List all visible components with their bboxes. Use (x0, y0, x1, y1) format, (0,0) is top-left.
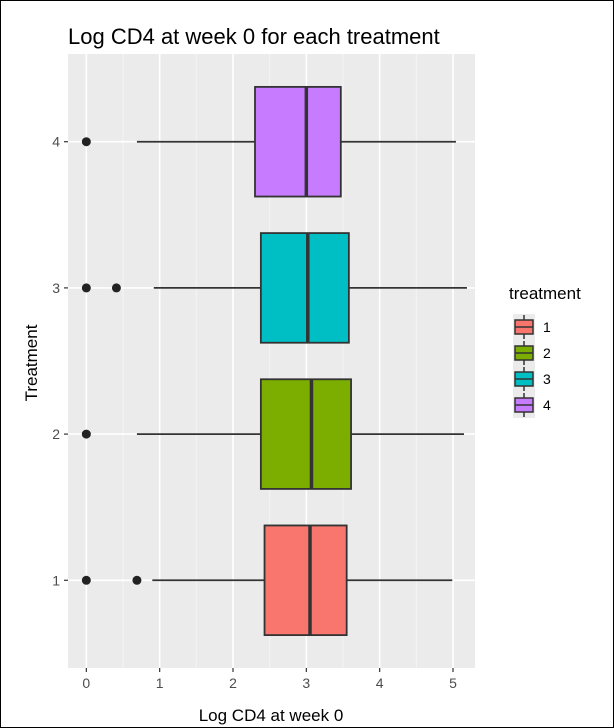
legend-label: 2 (543, 345, 551, 361)
chart-title: Log CD4 at week 0 for each treatment (68, 24, 440, 49)
legend-title: treatment (509, 284, 581, 303)
box (259, 378, 352, 490)
y-tick-label: 3 (52, 280, 60, 296)
box (254, 85, 342, 198)
x-tick-label: 0 (82, 675, 90, 691)
outlier-point (81, 283, 91, 293)
x-axis: 0 1 2 3 4 5 (82, 668, 457, 691)
y-tick-label: 1 (52, 572, 60, 588)
x-tick-label: 4 (376, 675, 384, 691)
legend-item-3: 3 (513, 366, 551, 392)
x-tick-label: 3 (302, 675, 310, 691)
y-tick-label: 2 (52, 426, 60, 442)
x-tick-label: 5 (449, 675, 457, 691)
y-axis-label: Treatment (22, 324, 41, 401)
x-tick-label: 2 (229, 675, 237, 691)
legend-item-1: 1 (513, 314, 551, 340)
outlier-point (81, 575, 91, 585)
legend-label: 3 (543, 371, 551, 387)
y-tick-label: 4 (52, 134, 60, 150)
legend-item-4: 4 (513, 392, 551, 418)
x-axis-label: Log CD4 at week 0 (199, 706, 344, 725)
box-group-3 (81, 232, 467, 344)
box (263, 524, 348, 637)
box-layer (81, 85, 467, 637)
outlier-point (81, 137, 91, 147)
box (259, 232, 350, 344)
outlier-point (111, 283, 121, 293)
box-group-2 (81, 378, 464, 490)
outlier-point (132, 575, 142, 585)
legend-item-2: 2 (513, 340, 551, 366)
box-group-1 (81, 524, 453, 637)
x-tick-label: 1 (156, 675, 164, 691)
outlier-point (81, 429, 91, 439)
box-group-4 (81, 85, 456, 198)
y-axis: 1 2 3 4 (52, 134, 68, 588)
legend-label: 1 (543, 319, 551, 335)
legend: treatment 1 2 3 4 (509, 284, 581, 418)
legend-label: 4 (543, 397, 551, 413)
